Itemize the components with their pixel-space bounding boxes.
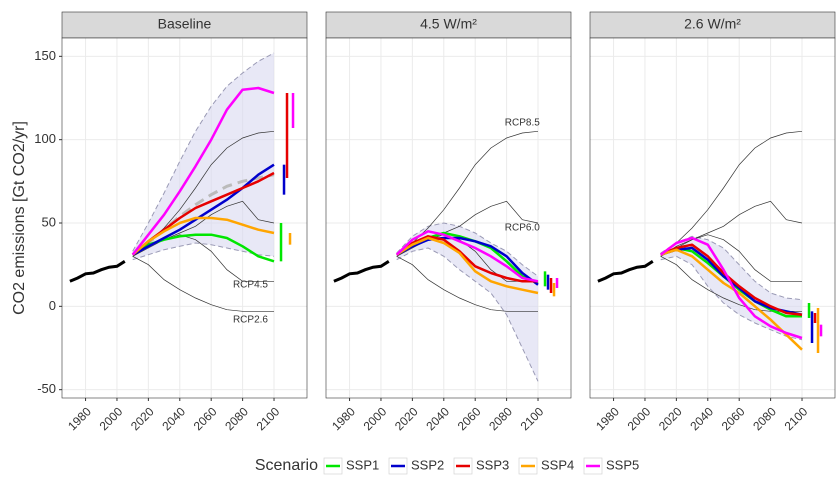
x-tick-label: 2060	[455, 404, 484, 433]
reference-line	[660, 130, 803, 255]
x-tick-label: 2060	[719, 404, 748, 433]
series-line	[396, 236, 539, 295]
x-tick-label: 1980	[593, 404, 622, 433]
series-line	[395, 235, 538, 283]
x-tick-label: 2000	[361, 404, 390, 433]
y-tick-label: 50	[42, 214, 56, 229]
plot-border	[589, 37, 836, 399]
legend-title: Scenario	[255, 457, 318, 474]
panel-title: 4.5 W/m²	[420, 16, 477, 32]
series-line	[395, 230, 539, 283]
reference-line	[132, 255, 274, 312]
strip	[589, 11, 836, 39]
series-line	[131, 216, 275, 256]
strip	[325, 11, 572, 39]
band-upper	[132, 52, 275, 252]
legend-label: SSP1	[346, 457, 379, 472]
series-line	[660, 248, 803, 351]
y-tick-label: -50	[37, 381, 56, 396]
x-tick-label: 2080	[222, 404, 251, 433]
plot-area	[590, 38, 835, 398]
y-tick-label: 0	[49, 298, 56, 313]
reference-line	[660, 255, 802, 312]
y-tick-label: 100	[34, 131, 56, 146]
band-upper	[396, 222, 539, 277]
y-tick-label: 150	[34, 48, 56, 63]
panel-title: 2.6 W/m²	[684, 16, 741, 32]
series-line	[396, 236, 539, 286]
y-axis-label: CO2 emissions [Gt CO2/yr]	[11, 121, 28, 315]
legend-key	[518, 457, 538, 475]
x-tick-label: 2000	[97, 404, 126, 433]
band-lower	[132, 242, 275, 261]
annotation: RCP2.6	[233, 314, 268, 325]
annotation: RCP6.0	[505, 223, 540, 234]
legend-key	[583, 457, 603, 475]
reference-line	[132, 200, 275, 257]
history-line	[597, 260, 654, 283]
legend-label: SSP4	[541, 457, 574, 472]
x-tick-label: 2060	[191, 404, 220, 433]
plot-border	[61, 37, 308, 399]
x-tick-label: 2100	[518, 404, 547, 433]
x-tick-label: 2040	[423, 404, 452, 433]
x-tick-label: 2040	[687, 404, 716, 433]
x-tick-label: 2020	[128, 404, 157, 433]
legend-label: SSP5	[606, 457, 639, 472]
legend-key	[323, 457, 343, 475]
series-line	[132, 163, 275, 256]
strip	[61, 11, 308, 39]
legend-key	[453, 457, 473, 475]
x-tick-label: 1980	[329, 404, 358, 433]
annotation: RCP8.5	[505, 118, 540, 129]
x-tick-label: 2020	[656, 404, 685, 433]
reference-line	[660, 234, 802, 282]
annotation: RCP4.5	[233, 279, 268, 290]
series-line	[659, 236, 803, 340]
x-tick-label: 2100	[782, 404, 811, 433]
plot-border	[325, 37, 572, 399]
series-line	[660, 243, 803, 316]
reference-line	[396, 255, 538, 312]
x-tick-label: 2100	[254, 404, 283, 433]
history-line	[333, 260, 390, 283]
history-line	[69, 260, 126, 283]
x-tick-label: 2000	[625, 404, 654, 433]
x-tick-label: 2020	[392, 404, 421, 433]
x-tick-label: 2080	[750, 404, 779, 433]
legend-label: SSP2	[411, 457, 444, 472]
legend-key	[388, 457, 408, 475]
band-lower	[660, 255, 803, 341]
reference-line	[660, 200, 803, 257]
series-line	[131, 86, 275, 256]
band-lower	[396, 247, 539, 382]
legend-label: SSP3	[476, 457, 509, 472]
band-median	[131, 173, 275, 256]
x-tick-label: 2080	[486, 404, 515, 433]
x-tick-label: 2040	[159, 404, 188, 433]
x-tick-label: 1980	[65, 404, 94, 433]
panel-title: Baseline	[158, 16, 212, 32]
